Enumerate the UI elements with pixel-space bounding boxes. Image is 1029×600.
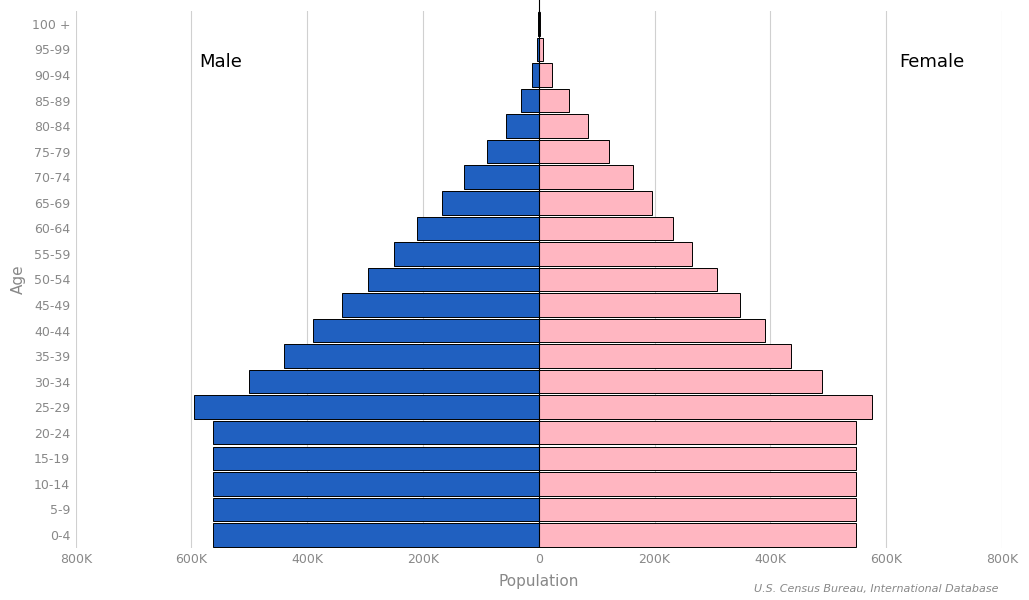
Bar	[539, 115, 588, 138]
Bar	[539, 268, 717, 291]
Bar	[213, 523, 539, 547]
Text: U.S. Census Bureau, International Database: U.S. Census Bureau, International Databa…	[753, 584, 998, 594]
Bar	[539, 12, 540, 35]
Bar	[539, 446, 856, 470]
Bar	[539, 63, 553, 87]
Bar	[487, 140, 539, 163]
Bar	[441, 191, 539, 215]
Bar	[313, 319, 539, 342]
Bar	[539, 191, 651, 215]
Y-axis label: Age: Age	[11, 265, 26, 294]
Bar	[213, 497, 539, 521]
Bar	[539, 344, 790, 368]
Bar	[368, 268, 539, 291]
Bar	[539, 89, 569, 112]
Bar	[506, 115, 539, 138]
Bar	[537, 38, 539, 61]
Bar	[394, 242, 539, 266]
Bar	[463, 166, 539, 189]
Bar	[194, 395, 539, 419]
Bar	[539, 395, 872, 419]
Bar	[539, 497, 856, 521]
Bar	[213, 472, 539, 496]
Bar	[342, 293, 539, 317]
Text: Female: Female	[899, 53, 965, 71]
Bar	[539, 293, 740, 317]
Bar	[539, 140, 609, 163]
Bar	[539, 421, 856, 445]
Bar	[284, 344, 539, 368]
Text: Male: Male	[199, 53, 242, 71]
Bar	[539, 472, 856, 496]
Bar	[522, 89, 539, 112]
Bar	[417, 217, 539, 240]
Bar	[213, 421, 539, 445]
Bar	[532, 63, 539, 87]
Bar	[539, 523, 856, 547]
Bar	[249, 370, 539, 394]
Bar	[539, 166, 633, 189]
Bar	[539, 370, 822, 394]
Bar	[539, 217, 673, 240]
Bar	[213, 446, 539, 470]
X-axis label: Population: Population	[499, 574, 579, 589]
Bar	[539, 319, 765, 342]
Bar	[539, 242, 693, 266]
Bar	[539, 38, 543, 61]
